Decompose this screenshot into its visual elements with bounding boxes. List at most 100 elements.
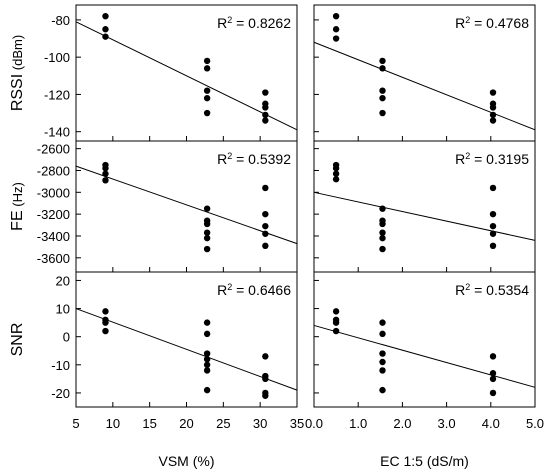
x-tick-label: 4.0 xyxy=(482,416,500,431)
data-point xyxy=(203,65,211,72)
data-point xyxy=(379,319,386,326)
y-tick-label: -140 xyxy=(44,125,70,140)
x-tick-label: 10 xyxy=(106,416,120,431)
y-tick-label: 20 xyxy=(56,273,70,288)
data-point xyxy=(203,319,211,326)
panel-frame xyxy=(313,271,536,408)
data-point xyxy=(203,229,211,236)
data-point xyxy=(203,350,211,357)
y-tick-label: -3000 xyxy=(37,185,70,200)
y-tick-label: -3200 xyxy=(37,207,70,222)
panel-snr-ec: R2 = 0.5354 xyxy=(313,271,536,408)
data-point xyxy=(203,367,211,374)
data-point xyxy=(489,370,497,377)
y-axis-title: FE (Hz) xyxy=(9,182,26,231)
data-point xyxy=(203,205,211,212)
data-point xyxy=(203,355,211,363)
x-tick-label: 5.0 xyxy=(526,416,544,431)
data-point xyxy=(489,104,497,111)
data-point xyxy=(102,308,109,315)
data-point xyxy=(102,165,109,172)
data-point xyxy=(489,230,497,237)
data-point xyxy=(379,330,386,338)
data-point xyxy=(203,87,211,94)
panel-rssi-vsm: -80 -100 -120 -140 R2 = 0.8262 RSSI (dBm) xyxy=(9,4,298,142)
data-point xyxy=(379,367,386,374)
data-point xyxy=(262,184,269,192)
data-point xyxy=(332,12,340,20)
y-tick-label: 0 xyxy=(63,330,70,345)
data-point xyxy=(489,222,497,230)
r-squared-label: R2 = 0.4768 xyxy=(455,15,529,31)
data-point xyxy=(203,386,211,394)
data-point xyxy=(262,111,269,119)
data-point xyxy=(379,65,386,72)
x-tick-label: 2.0 xyxy=(393,416,411,431)
data-point xyxy=(203,245,211,253)
y-axis-title: SNR xyxy=(9,323,26,357)
x-axis-title-ec: EC 1:5 (dS/m) xyxy=(380,453,469,469)
data-point xyxy=(262,230,269,237)
data-point xyxy=(332,165,340,172)
data-point xyxy=(262,375,269,383)
y-tick-label: -80 xyxy=(51,13,70,28)
data-point xyxy=(102,26,109,33)
y-tick-label: -3600 xyxy=(37,251,70,266)
data-point xyxy=(489,389,497,397)
data-point xyxy=(262,89,269,96)
data-point xyxy=(262,353,269,360)
r-squared-label: R2 = 0.5354 xyxy=(455,282,529,298)
data-point xyxy=(379,220,386,228)
y-tick-label: -2800 xyxy=(37,163,70,178)
y-tick-label: 10 xyxy=(56,302,70,317)
x-tick-label: 0.0 xyxy=(305,416,323,431)
x-tick-label: 5 xyxy=(72,416,79,431)
data-point xyxy=(379,87,386,94)
x-tick-label: 25 xyxy=(216,416,230,431)
data-point xyxy=(379,386,386,394)
x-tick-label: 30 xyxy=(253,416,267,431)
regression-line xyxy=(313,324,536,388)
regression-line xyxy=(313,191,536,241)
data-point xyxy=(102,327,109,335)
data-point xyxy=(203,109,211,117)
data-point xyxy=(102,33,109,40)
data-point xyxy=(203,330,211,338)
data-point xyxy=(489,111,497,119)
data-point xyxy=(332,176,340,183)
data-point xyxy=(102,177,109,184)
data-point xyxy=(489,210,497,218)
data-point xyxy=(203,361,211,369)
regression-line xyxy=(75,21,298,131)
data-point xyxy=(102,319,109,326)
y-tick-label: -20 xyxy=(51,386,70,401)
data-point xyxy=(332,170,340,177)
y-tick-label: -100 xyxy=(44,50,70,65)
r-squared-label: R2 = 0.8262 xyxy=(217,15,291,31)
data-point xyxy=(489,89,497,96)
x-tick-label: 15 xyxy=(142,416,156,431)
y-tick-label: -3400 xyxy=(37,229,70,244)
regression-line xyxy=(313,41,536,131)
data-point xyxy=(332,327,340,335)
data-point xyxy=(262,210,269,218)
y-axis-title: RSSI (dBm) xyxy=(9,35,26,111)
data-point xyxy=(379,94,386,102)
data-point xyxy=(332,26,340,33)
data-point xyxy=(332,319,340,326)
y-tick-label: -2600 xyxy=(37,142,70,157)
x-tick-label: 3.0 xyxy=(438,416,456,431)
data-point xyxy=(102,170,109,177)
x-axis-title-vsm: VSM (%) xyxy=(159,453,215,469)
data-point xyxy=(379,234,386,242)
x-tick-label: 20 xyxy=(179,416,193,431)
data-point xyxy=(262,104,269,111)
r-squared-label: R2 = 0.6466 xyxy=(217,282,291,298)
data-point xyxy=(379,245,386,253)
r-squared-label: R2 = 0.5392 xyxy=(217,151,291,167)
data-point xyxy=(379,109,386,117)
panel-rssi-ec: R2 = 0.4768 xyxy=(313,4,536,142)
data-point xyxy=(262,392,269,399)
x-tick-label: 1.0 xyxy=(349,416,367,431)
